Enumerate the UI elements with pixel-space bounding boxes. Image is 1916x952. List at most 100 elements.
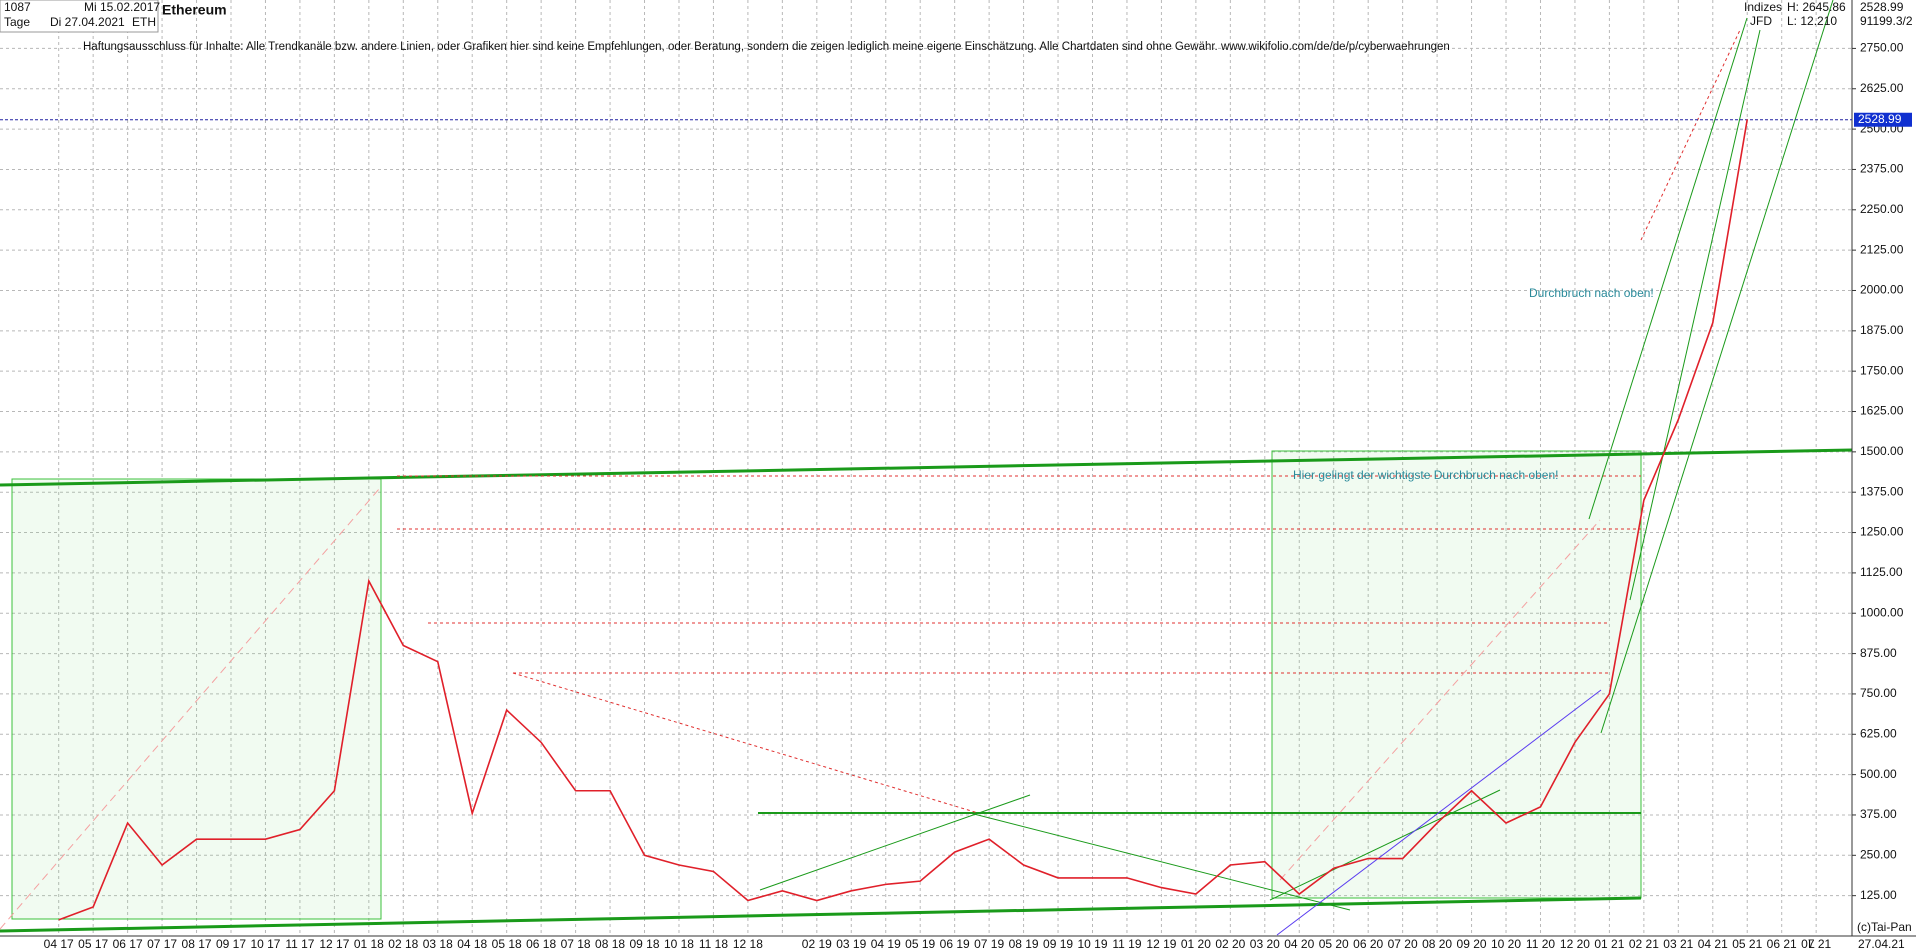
chart-title: Ethereum bbox=[162, 2, 227, 18]
y-tick-label: 2625.00 bbox=[1860, 81, 1904, 95]
trend-line bbox=[1276, 689, 1602, 936]
trend-line bbox=[1279, 519, 1601, 881]
x-tick-label: 05 17 bbox=[78, 937, 108, 951]
grid bbox=[0, 0, 1852, 936]
x-tick-label: 05 20 bbox=[1319, 937, 1349, 951]
x-tick-label: 02 18 bbox=[388, 937, 418, 951]
y-tick-label: 1875.00 bbox=[1860, 323, 1904, 337]
last-price-label: 2528.99 bbox=[1858, 112, 1902, 126]
trend-line bbox=[0, 896, 1642, 933]
y-tick-label: 1625.00 bbox=[1860, 404, 1904, 418]
x-tick-label: 06 19 bbox=[940, 937, 970, 951]
annotation: Hier gelingt der wichtigste Durchbruch n… bbox=[1293, 468, 1558, 482]
x-tick-label: 06 18 bbox=[526, 937, 556, 951]
x-tick-label: 09 20 bbox=[1457, 937, 1487, 951]
x-tick-label: 04 18 bbox=[457, 937, 487, 951]
x-tick-label: 07 19 bbox=[974, 937, 1004, 951]
trend-line bbox=[512, 672, 979, 814]
y-tick-label: 1125.00 bbox=[1860, 565, 1903, 579]
x-tick-label: 12 19 bbox=[1146, 937, 1176, 951]
y-tick-label: 875.00 bbox=[1860, 646, 1897, 660]
footer-scale: L bbox=[1808, 937, 1815, 951]
x-tick-label: 08 20 bbox=[1422, 937, 1452, 951]
x-tick-label: 03 19 bbox=[836, 937, 866, 951]
x-tick-label: 12 18 bbox=[733, 937, 763, 951]
x-tick-label: 11 19 bbox=[1112, 937, 1141, 951]
header-high: H: 2645.86 bbox=[1787, 0, 1846, 14]
header-period: Tage bbox=[4, 15, 30, 29]
header-count: 1087 bbox=[4, 0, 31, 14]
trend-line bbox=[1629, 29, 1761, 601]
header-symbol: ETH bbox=[132, 15, 156, 29]
x-tick-label: 09 17 bbox=[216, 937, 246, 951]
y-tick-label: 2250.00 bbox=[1860, 202, 1904, 216]
x-tick-label: 03 21 bbox=[1663, 937, 1693, 951]
trend-line bbox=[1269, 789, 1501, 901]
x-tick-label: 04 21 bbox=[1698, 937, 1728, 951]
y-tick-label: 500.00 bbox=[1860, 767, 1897, 781]
x-tick-label: 01 21 bbox=[1594, 937, 1624, 951]
trend-line bbox=[1588, 17, 1748, 520]
x-tick-label: 06 17 bbox=[113, 937, 143, 951]
y-tick-label: 125.00 bbox=[1860, 888, 1897, 902]
x-tick-label: 05 21 bbox=[1732, 937, 1762, 951]
trend-line bbox=[759, 794, 1031, 891]
x-tick-label: 03 20 bbox=[1250, 937, 1280, 951]
y-tick-label: 250.00 bbox=[1860, 847, 1897, 861]
x-tick-label: 08 17 bbox=[182, 937, 212, 951]
y-tick-label: 1000.00 bbox=[1860, 605, 1904, 619]
y-tick-label: 625.00 bbox=[1860, 726, 1897, 740]
trend-drawings bbox=[0, 0, 1853, 936]
y-tick-label: 1375.00 bbox=[1860, 484, 1904, 498]
header-start: Mi 15.02.2017 bbox=[84, 0, 160, 14]
x-tick-label: 04 17 bbox=[44, 937, 74, 951]
disclaimer: Haftungsausschluss für Inhalte: Alle Tre… bbox=[83, 41, 1450, 53]
header-low: L: 12.210 bbox=[1787, 14, 1837, 28]
x-tick-label: 07 20 bbox=[1388, 937, 1418, 951]
trend-line bbox=[1640, 29, 1741, 241]
x-tick-label: 07 21 bbox=[1801, 937, 1831, 951]
x-tick-label: 10 17 bbox=[250, 937, 280, 951]
y-tick-label: 2750.00 bbox=[1860, 41, 1904, 55]
x-tick-label: 05 18 bbox=[492, 937, 522, 951]
trend-line bbox=[0, 448, 1853, 487]
x-tick-label: 06 20 bbox=[1353, 937, 1383, 951]
y-tick-label: 750.00 bbox=[1860, 686, 1897, 700]
trend-line bbox=[969, 812, 1351, 911]
x-tick-label: 10 20 bbox=[1491, 937, 1521, 951]
y-tick-label: 1500.00 bbox=[1860, 444, 1904, 458]
x-tick-label: 02 19 bbox=[802, 937, 832, 951]
y-tick-label: 1250.00 bbox=[1860, 525, 1904, 539]
x-tick-label: 06 21 bbox=[1767, 937, 1797, 951]
x-tick-label: 07 17 bbox=[147, 937, 177, 951]
y-tick-label: 2000.00 bbox=[1860, 283, 1904, 297]
box bbox=[1271, 450, 1642, 899]
x-tick-label: 12 17 bbox=[319, 937, 349, 951]
trend-line bbox=[0, 488, 380, 930]
last-price-box bbox=[1854, 112, 1912, 127]
x-tick-label: 04 20 bbox=[1284, 937, 1314, 951]
header-volume: 91199.3/2 bbox=[1860, 14, 1913, 28]
x-tick-label: 03 18 bbox=[423, 937, 453, 951]
x-tick-label: 08 19 bbox=[1009, 937, 1039, 951]
header-last: 2528.99 bbox=[1860, 0, 1904, 14]
x-tick-label: 04 19 bbox=[871, 937, 901, 951]
box bbox=[11, 478, 382, 920]
x-tick-label: 12 20 bbox=[1560, 937, 1590, 951]
header-broker: JFD bbox=[1750, 14, 1772, 28]
x-tick-label: 02 20 bbox=[1215, 937, 1245, 951]
y-tick-label: 1750.00 bbox=[1860, 363, 1904, 377]
header-market: Indizes bbox=[1744, 0, 1782, 14]
trend-line bbox=[1600, 0, 1834, 734]
x-tick-label: 07 18 bbox=[561, 937, 591, 951]
x-tick-label: 02 21 bbox=[1629, 937, 1659, 951]
x-tick-label: 11 17 bbox=[285, 937, 314, 951]
x-tick-label: 10 18 bbox=[664, 937, 694, 951]
x-tick-label: 08 18 bbox=[595, 937, 625, 951]
copyright: (c)Tai-Pan bbox=[1857, 920, 1912, 934]
header-box bbox=[0, 0, 159, 33]
x-tick-label: 01 18 bbox=[354, 937, 384, 951]
x-tick-label: 11 20 bbox=[1526, 937, 1555, 951]
footer-date: 27.04.21 bbox=[1858, 937, 1905, 951]
x-tick-label: 10 19 bbox=[1077, 937, 1107, 951]
